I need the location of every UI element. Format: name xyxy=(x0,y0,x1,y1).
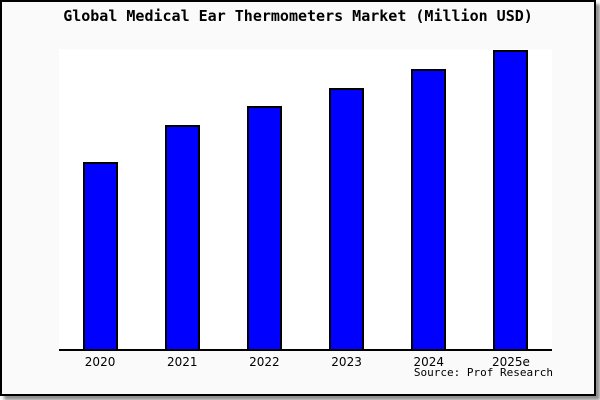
source-note: Source: Prof Research xyxy=(413,366,553,379)
x-tick-label-2022: 2022 xyxy=(249,355,280,369)
plot-area xyxy=(59,49,552,351)
chart-title: Global Medical Ear Thermometers Market (… xyxy=(63,7,533,25)
bar-2021 xyxy=(164,125,200,351)
bar-2023 xyxy=(329,88,365,351)
bar-2020 xyxy=(82,162,118,351)
bar-2025e xyxy=(493,50,529,351)
x-axis-labels: 2020 2021 2022 2023 2024 2025e xyxy=(59,355,552,371)
x-tick-label-2025e: 2025e xyxy=(491,355,530,369)
x-tick-label-2020: 2020 xyxy=(84,355,116,369)
x-tick-label-2021: 2021 xyxy=(166,355,198,369)
x-tick-label-2023: 2023 xyxy=(331,355,362,369)
x-axis-line xyxy=(59,349,552,351)
bar-2024 xyxy=(411,69,447,351)
bar-2022 xyxy=(246,106,282,351)
x-tick-label-2024: 2024 xyxy=(413,355,445,369)
